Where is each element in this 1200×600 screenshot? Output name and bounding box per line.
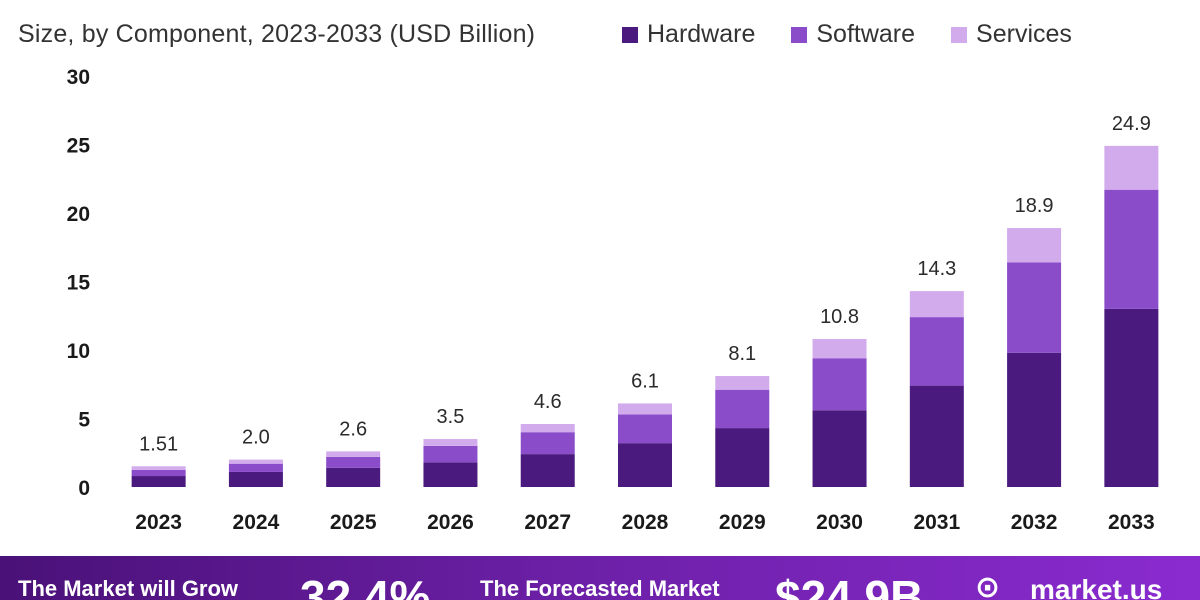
x-tick-label: 2025 xyxy=(330,511,377,534)
bar-segment-software xyxy=(423,445,478,463)
bar-total-label: 2.6 xyxy=(339,418,367,440)
x-tick-label: 2032 xyxy=(1011,511,1058,534)
x-tick-label: 2023 xyxy=(135,511,182,534)
x-tick-label: 2029 xyxy=(719,511,766,534)
legend-item-services: Services xyxy=(951,20,1072,49)
x-tick-label: 2028 xyxy=(622,511,669,534)
legend-label-software: Software xyxy=(816,20,916,48)
legend-item-software: Software xyxy=(791,20,915,49)
footer-growth-text: The Market will Grow xyxy=(18,576,239,600)
bar-total-label: 18.9 xyxy=(1015,195,1054,217)
bar-segment-hardware xyxy=(1104,308,1159,487)
bar-segment-software xyxy=(520,432,575,455)
x-tick-label: 2024 xyxy=(233,511,280,534)
bar-segment-hardware xyxy=(423,462,478,487)
bar-segment-services xyxy=(1104,145,1159,190)
legend-label-hardware: Hardware xyxy=(647,20,756,48)
bar-segment-software xyxy=(1104,189,1159,309)
bar-total-label: 3.5 xyxy=(437,406,465,428)
bar-segment-software xyxy=(326,456,381,468)
chart-legend: Hardware Software Services xyxy=(622,20,1072,49)
bar-segment-services xyxy=(228,459,283,464)
y-tick-label: 10 xyxy=(67,340,90,363)
bar-segment-hardware xyxy=(131,476,186,487)
bar-segment-hardware xyxy=(909,385,964,487)
bar-segment-software xyxy=(618,414,672,444)
bar-total-label: 24.9 xyxy=(1112,113,1151,135)
bar-segment-software xyxy=(228,463,283,472)
bar-segment-services xyxy=(520,423,575,433)
brand-name: market.us xyxy=(1030,574,1163,600)
bar-segment-hardware xyxy=(326,467,381,487)
footer-forecast-value: $24.9B xyxy=(775,571,924,600)
x-tick-label: 2026 xyxy=(427,511,474,534)
y-tick-label: 0 xyxy=(78,477,90,500)
y-tick-label: 30 xyxy=(67,66,90,89)
legend-swatch-software xyxy=(791,26,808,43)
bar-total-label: 10.8 xyxy=(820,306,859,328)
y-tick-label: 15 xyxy=(67,272,91,295)
bar-total-label: 6.1 xyxy=(631,370,659,392)
x-tick-label: 2027 xyxy=(524,511,571,534)
bar-segment-services xyxy=(618,403,672,415)
bar-total-label: 1.51 xyxy=(139,433,178,455)
bar-segment-services xyxy=(423,439,478,446)
chart-subtitle: Size, by Component, 2023-2033 (USD Billi… xyxy=(18,20,536,48)
bar-total-label: 4.6 xyxy=(534,391,562,413)
legend-swatch-services xyxy=(951,26,968,43)
footer-growth-rate: 32.4% xyxy=(300,571,431,600)
brand-logo-icon: ⊙ xyxy=(975,571,1001,600)
bar-segment-hardware xyxy=(618,443,672,487)
bar-segment-hardware xyxy=(520,454,575,487)
bar-segment-services xyxy=(326,451,381,457)
bar-segment-software xyxy=(715,389,770,429)
y-tick-label: 25 xyxy=(67,135,91,158)
x-tick-label: 2031 xyxy=(913,511,960,534)
bar-segment-hardware xyxy=(812,410,867,487)
bar-total-label: 8.1 xyxy=(728,343,756,365)
stacked-bar-chart: 0510152025301.5120232.020242.620253.5202… xyxy=(67,66,1159,534)
legend-item-hardware: Hardware xyxy=(622,20,755,49)
bar-segment-services xyxy=(131,466,186,470)
bar-segment-services xyxy=(812,339,867,359)
bar-segment-hardware xyxy=(228,471,283,487)
bar-segment-hardware xyxy=(1007,352,1062,487)
bar-segment-software xyxy=(812,358,867,411)
bar-segment-software xyxy=(131,469,186,477)
bar-segment-software xyxy=(1007,262,1062,353)
y-tick-label: 20 xyxy=(67,203,90,226)
footer-banner: The Market will Grow 32.4% The Forecaste… xyxy=(0,556,1200,600)
bar-segment-services xyxy=(909,291,964,318)
footer-forecast-text: The Forecasted Market xyxy=(480,576,720,600)
legend-label-services: Services xyxy=(976,20,1072,48)
x-tick-label: 2033 xyxy=(1108,511,1155,534)
bar-segment-services xyxy=(715,376,770,390)
bar-segment-services xyxy=(1007,228,1062,263)
bar-total-label: 14.3 xyxy=(917,258,956,280)
y-tick-label: 5 xyxy=(78,409,90,432)
x-tick-label: 2030 xyxy=(816,511,863,534)
bar-total-label: 2.0 xyxy=(242,427,270,449)
legend-swatch-hardware xyxy=(622,26,638,43)
bar-segment-software xyxy=(909,317,964,386)
bar-segment-hardware xyxy=(715,428,770,487)
